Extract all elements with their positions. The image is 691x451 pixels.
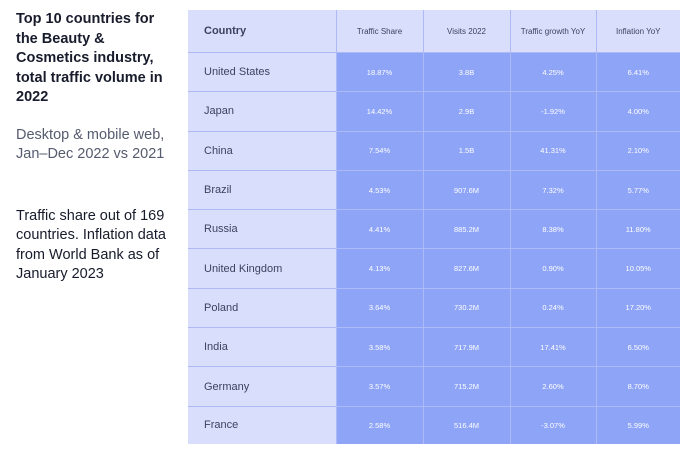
country-cell: Japan bbox=[188, 91, 337, 132]
traffic-growth-cell: 0.24% bbox=[510, 288, 597, 329]
traffic-growth-cell: 0.90% bbox=[510, 248, 597, 289]
traffic-share-cell: 18.87% bbox=[336, 52, 424, 93]
visits-cell: 2.9B bbox=[423, 91, 511, 132]
inflation-cell: 8.70% bbox=[596, 366, 680, 407]
traffic-growth-cell: 7.32% bbox=[510, 170, 597, 211]
inflation-cell: 6.50% bbox=[596, 327, 680, 368]
traffic-growth-cell: 8.38% bbox=[510, 209, 597, 250]
column-header-visits-2022: Visits 2022 bbox=[423, 10, 511, 53]
traffic-growth-cell: -1.92% bbox=[510, 91, 597, 132]
visits-cell: 907.6M bbox=[423, 170, 511, 211]
chart-title: Top 10 countries for the Beauty & Cosmet… bbox=[16, 11, 163, 105]
inflation-cell: 6.41% bbox=[596, 52, 680, 93]
inflation-cell: 10.05% bbox=[596, 248, 680, 289]
table-row: United Kingdom 4.13% 827.6M 0.90% 10.05% bbox=[188, 248, 680, 289]
country-cell: Poland bbox=[188, 288, 337, 329]
traffic-share-cell: 3.64% bbox=[336, 288, 424, 329]
traffic-growth-cell: -3.07% bbox=[510, 406, 597, 444]
traffic-share-cell: 3.57% bbox=[336, 366, 424, 407]
inflation-cell: 17.20% bbox=[596, 288, 680, 329]
inflation-cell: 2.10% bbox=[596, 131, 680, 171]
table-header-row: Country Traffic Share Visits 2022 Traffi… bbox=[188, 10, 680, 53]
traffic-growth-cell: 17.41% bbox=[510, 327, 597, 368]
table-row: France 2.58% 516.4M -3.07% 5.99% bbox=[188, 406, 680, 444]
visits-cell: 3.8B bbox=[423, 52, 511, 93]
data-table-container: Country Traffic Share Visits 2022 Traffi… bbox=[188, 10, 680, 444]
chart-subtitle: Desktop & mobile web, Jan–Dec 2022 vs 20… bbox=[16, 126, 165, 163]
visits-cell: 715.2M bbox=[423, 366, 511, 407]
traffic-growth-cell: 41.31% bbox=[510, 131, 597, 171]
traffic-share-cell: 4.53% bbox=[336, 170, 424, 211]
country-cell: Brazil bbox=[188, 170, 337, 211]
traffic-share-cell: 3.58% bbox=[336, 327, 424, 368]
left-panel: Top 10 countries for the Beauty & Cosmet… bbox=[16, 10, 176, 285]
visits-cell: 1.5B bbox=[423, 131, 511, 171]
visits-cell: 516.4M bbox=[423, 406, 511, 444]
visits-cell: 730.2M bbox=[423, 288, 511, 329]
table-row: China 7.54% 1.5B 41.31% 2.10% bbox=[188, 131, 680, 171]
inflation-cell: 5.77% bbox=[596, 170, 680, 211]
table-row: Poland 3.64% 730.2M 0.24% 17.20% bbox=[188, 288, 680, 329]
country-cell: India bbox=[188, 327, 337, 368]
column-header-country: Country bbox=[188, 10, 337, 53]
visits-cell: 827.6M bbox=[423, 248, 511, 289]
table-body: United States 18.87% 3.8B 4.25% 6.41% Japan 14… bbox=[188, 52, 680, 444]
column-header-inflation: Inflation YoY bbox=[596, 10, 680, 53]
column-header-traffic-share: Traffic Share bbox=[336, 10, 424, 53]
country-cell: France bbox=[188, 406, 337, 444]
traffic-share-cell: 14.42% bbox=[336, 91, 424, 132]
country-cell: United Kingdom bbox=[188, 248, 337, 289]
table-row: Brazil 4.53% 907.6M 7.32% 5.77% bbox=[188, 170, 680, 211]
inflation-cell: 5.99% bbox=[596, 406, 680, 444]
country-traffic-table: Country Traffic Share Visits 2022 Traffi… bbox=[188, 10, 680, 444]
table-row: United States 18.87% 3.8B 4.25% 6.41% bbox=[188, 52, 680, 93]
traffic-share-cell: 4.41% bbox=[336, 209, 424, 250]
country-cell: Germany bbox=[188, 366, 337, 407]
chart-note: Traffic share out of 169 countries. Infl… bbox=[16, 207, 166, 283]
country-cell: Russia bbox=[188, 209, 337, 250]
traffic-share-cell: 7.54% bbox=[336, 131, 424, 171]
visits-cell: 885.2M bbox=[423, 209, 511, 250]
inflation-cell: 4.00% bbox=[596, 91, 680, 132]
column-header-traffic-growth: Traffic growth YoY bbox=[510, 10, 597, 53]
traffic-share-cell: 4.13% bbox=[336, 248, 424, 289]
visits-cell: 717.9M bbox=[423, 327, 511, 368]
table-row: Germany 3.57% 715.2M 2.60% 8.70% bbox=[188, 366, 680, 407]
country-cell: United States bbox=[188, 52, 337, 93]
traffic-share-cell: 2.58% bbox=[336, 406, 424, 444]
country-cell: China bbox=[188, 131, 337, 171]
traffic-growth-cell: 4.25% bbox=[510, 52, 597, 93]
inflation-cell: 11.80% bbox=[596, 209, 680, 250]
table-row: Japan 14.42% 2.9B -1.92% 4.00% bbox=[188, 91, 680, 132]
traffic-growth-cell: 2.60% bbox=[510, 366, 597, 407]
table-row: Russia 4.41% 885.2M 8.38% 11.80% bbox=[188, 209, 680, 250]
table-row: India 3.58% 717.9M 17.41% 6.50% bbox=[188, 327, 680, 368]
